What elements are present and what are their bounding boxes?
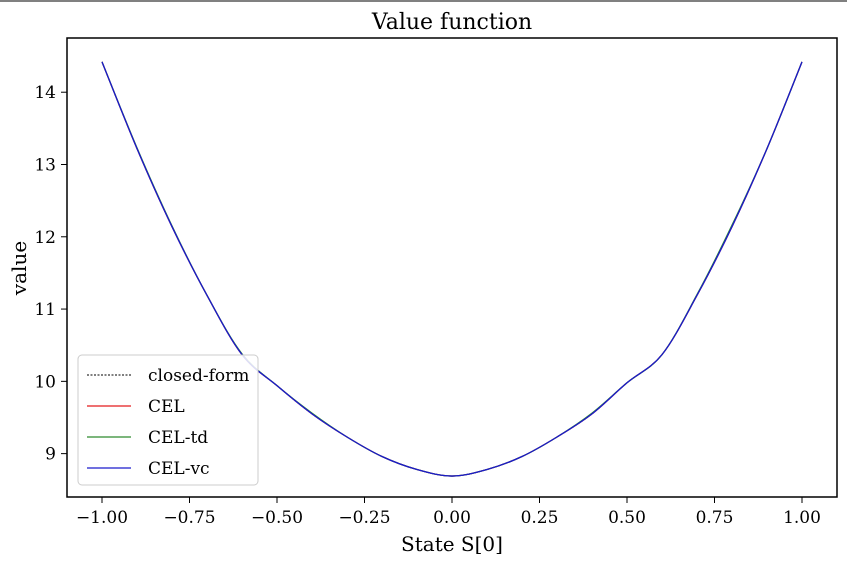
y-tick-label: 14	[34, 83, 56, 103]
y-axis: 9 10 11 12 13 14	[34, 83, 67, 465]
x-tick-label: −0.50	[251, 508, 303, 528]
x-axis-title: State S[0]	[401, 532, 503, 556]
x-axis: −1.00 −0.75 −0.50 −0.25 0.00 0.25 0.50 0.75 1.00	[76, 497, 821, 528]
legend: closed-form CEL CEL-td CEL-vc	[77, 354, 259, 486]
x-tick-label: 0.50	[608, 508, 646, 528]
y-tick-label: 13	[34, 155, 56, 175]
x-tick-label: 0.00	[433, 508, 471, 528]
x-tick-label: 0.75	[696, 508, 734, 528]
legend-label-closed-form: closed-form	[148, 366, 249, 386]
plot-area	[101, 61, 803, 477]
y-tick-label: 12	[34, 228, 56, 248]
legend-label-CEL-vc: CEL-vc	[148, 459, 210, 479]
x-tick-label: −0.25	[338, 508, 390, 528]
y-tick-label: 11	[34, 300, 56, 320]
legend-label-CEL-td: CEL-td	[148, 428, 208, 448]
x-tick-label: 0.25	[521, 508, 559, 528]
x-tick-label: −1.00	[76, 508, 128, 528]
legend-label-CEL: CEL	[148, 397, 185, 417]
chart-title: Value function	[371, 10, 532, 35]
y-axis-title: value	[7, 241, 31, 296]
y-tick-label: 9	[45, 445, 56, 465]
x-tick-label: −0.75	[163, 508, 215, 528]
series-line-CEL-vc	[101, 61, 803, 477]
legend-box	[77, 354, 259, 486]
y-tick-label: 10	[34, 372, 56, 392]
x-tick-label: 1.00	[783, 508, 821, 528]
